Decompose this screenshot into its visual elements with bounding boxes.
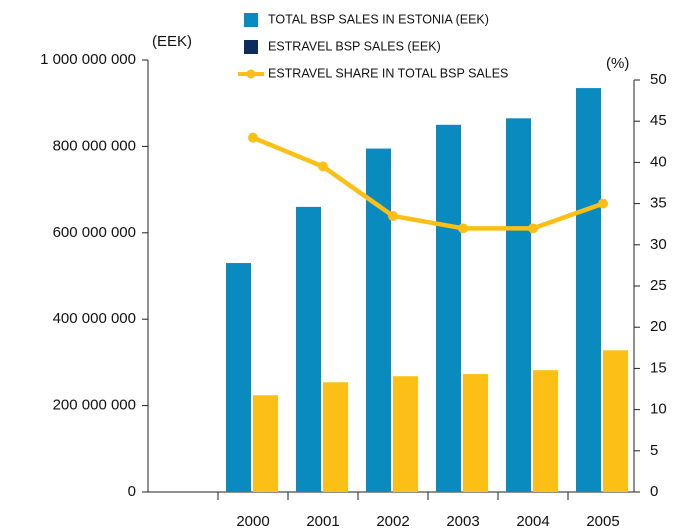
legend-label: ESTRAVEL BSP SALES (EEK) bbox=[268, 39, 441, 53]
x-tick-label: 2004 bbox=[516, 513, 549, 528]
bar bbox=[576, 88, 601, 492]
line-point bbox=[598, 198, 608, 209]
y2-tick-label: 25 bbox=[650, 277, 667, 294]
line-point bbox=[528, 223, 538, 234]
bar bbox=[226, 263, 251, 492]
x-tick-label: 2003 bbox=[446, 513, 479, 528]
bar bbox=[506, 118, 531, 492]
line-point bbox=[458, 223, 468, 234]
bar bbox=[463, 374, 488, 492]
y2-tick-label: 35 bbox=[650, 195, 667, 212]
y-tick-label: 600 000 000 bbox=[53, 224, 136, 241]
y2-tick-label: 15 bbox=[650, 359, 667, 376]
y-tick-label: 0 bbox=[128, 483, 136, 500]
y-tick-label: 400 000 000 bbox=[53, 310, 136, 327]
x-tick-label: 2000 bbox=[236, 513, 269, 528]
x-tick-label: 2002 bbox=[376, 513, 409, 528]
line-point bbox=[318, 161, 328, 172]
y-tick-label: 200 000 000 bbox=[53, 397, 136, 414]
y2-tick-label: 45 bbox=[650, 112, 667, 129]
y2-tick-label: 10 bbox=[650, 401, 667, 418]
y-tick-label: 800 000 000 bbox=[53, 137, 136, 154]
y2-tick-label: 20 bbox=[650, 318, 667, 335]
y2-tick-label: 40 bbox=[650, 153, 667, 170]
y2-tick-label: 5 bbox=[650, 442, 658, 459]
bar bbox=[323, 382, 348, 492]
legend-label: TOTAL BSP SALES IN ESTONIA (EEK) bbox=[268, 12, 489, 26]
y2-tick-label: 50 bbox=[650, 71, 667, 88]
line-point bbox=[248, 132, 258, 143]
line-point bbox=[388, 210, 398, 221]
x-tick-label: 2001 bbox=[306, 513, 339, 528]
bar bbox=[393, 376, 418, 492]
y2-unit-label: (%) bbox=[606, 55, 629, 72]
x-tick-label: 2005 bbox=[586, 513, 619, 528]
bar bbox=[296, 206, 321, 492]
line bbox=[252, 135, 604, 231]
bar bbox=[436, 124, 461, 493]
legend-swatch bbox=[244, 13, 258, 27]
y2-tick-label: 0 bbox=[650, 483, 658, 500]
legend-swatch bbox=[244, 40, 258, 54]
y-tick-label: 1 000 000 000 bbox=[40, 51, 136, 68]
y-unit-label: (EEK) bbox=[152, 33, 192, 50]
y2-tick-label: 30 bbox=[650, 236, 667, 253]
legend-dot bbox=[246, 69, 256, 79]
legend-label: ESTRAVEL SHARE IN TOTAL BSP SALES bbox=[268, 66, 508, 80]
bar bbox=[533, 370, 558, 492]
bar bbox=[603, 350, 628, 492]
bar bbox=[253, 395, 278, 492]
